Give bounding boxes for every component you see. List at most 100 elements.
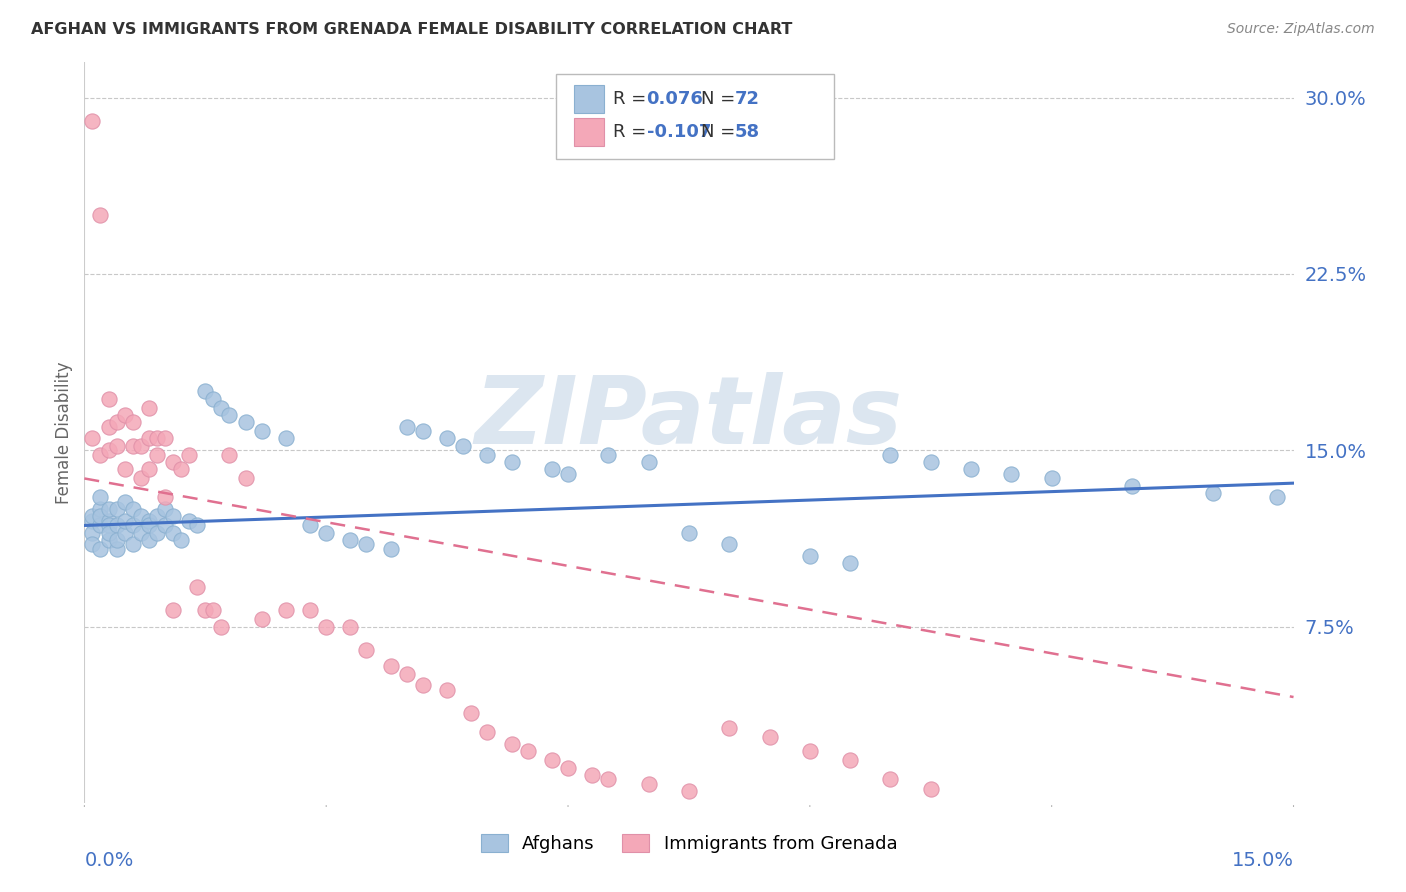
FancyBboxPatch shape [574,118,605,146]
Point [129,509,152,524]
Text: 58: 58 [735,123,761,141]
Point [121,438,143,452]
Point [1121,478,1143,492]
Point [105,533,128,547]
Point [395,666,418,681]
Point [105,541,128,556]
Point [146,432,169,446]
Point [1000,467,1022,481]
Point [460,706,482,721]
Point [758,730,780,744]
Text: 15.0%: 15.0% [1232,851,1294,870]
Point [218,448,240,462]
Point [129,471,152,485]
Point [82,537,104,551]
Point [299,603,322,617]
Point [82,514,104,528]
Point [138,401,160,415]
Point [1267,490,1289,504]
Point [146,525,169,540]
Text: ZIPatlas: ZIPatlas [475,372,903,464]
Point [299,518,322,533]
Point [339,533,361,547]
Point [516,744,538,758]
Point [162,525,184,540]
Point [170,533,193,547]
Point [356,537,378,551]
Point [380,659,402,673]
Point [82,509,104,524]
Point [380,541,402,556]
Point [879,448,901,462]
Point [839,556,862,570]
Point [194,603,217,617]
Point [678,525,700,540]
Point [129,438,152,452]
Point [162,603,184,617]
Point [315,619,337,633]
Point [97,525,120,540]
Point [146,509,169,524]
Point [89,541,111,556]
Point [97,392,120,406]
Point [105,502,128,516]
Text: AFGHAN VS IMMIGRANTS FROM GRENADA FEMALE DISABILITY CORRELATION CHART: AFGHAN VS IMMIGRANTS FROM GRENADA FEMALE… [31,22,793,37]
Point [121,415,143,429]
Point [202,392,225,406]
Point [138,432,160,446]
FancyBboxPatch shape [574,85,605,112]
Point [395,419,418,434]
Point [82,114,104,128]
Point [97,443,120,458]
Point [179,514,201,528]
Point [678,784,700,798]
Point [138,533,160,547]
Point [186,580,208,594]
Text: -0.107: -0.107 [647,123,711,141]
Point [97,533,120,547]
Point [114,525,136,540]
Point [598,772,620,787]
Point [356,643,378,657]
Point [179,448,201,462]
Point [89,502,111,516]
Point [718,537,741,551]
Point [138,518,160,533]
Point [89,518,111,533]
Point [89,208,111,222]
Point [209,401,232,415]
Point [274,432,297,446]
Point [114,495,136,509]
Point [839,754,862,768]
FancyBboxPatch shape [555,73,834,159]
Point [581,767,603,781]
Point [186,518,208,533]
Point [170,462,193,476]
Point [637,455,659,469]
Point [82,525,104,540]
Point [89,448,111,462]
Point [146,448,169,462]
Point [339,619,361,633]
Point [97,514,120,528]
Point [218,408,240,422]
Point [114,408,136,422]
Point [153,490,176,504]
Point [412,678,434,692]
Point [920,455,942,469]
Point [557,760,579,774]
Point [1040,471,1063,485]
Point [105,415,128,429]
Point [436,432,458,446]
Point [105,438,128,452]
Point [97,419,120,434]
Point [1202,485,1225,500]
Point [477,725,499,739]
Y-axis label: Female Disability: Female Disability [55,361,73,504]
Point [194,384,217,399]
Point [541,462,564,476]
Point [114,514,136,528]
Point [97,518,120,533]
Point [153,518,176,533]
Point [153,432,176,446]
